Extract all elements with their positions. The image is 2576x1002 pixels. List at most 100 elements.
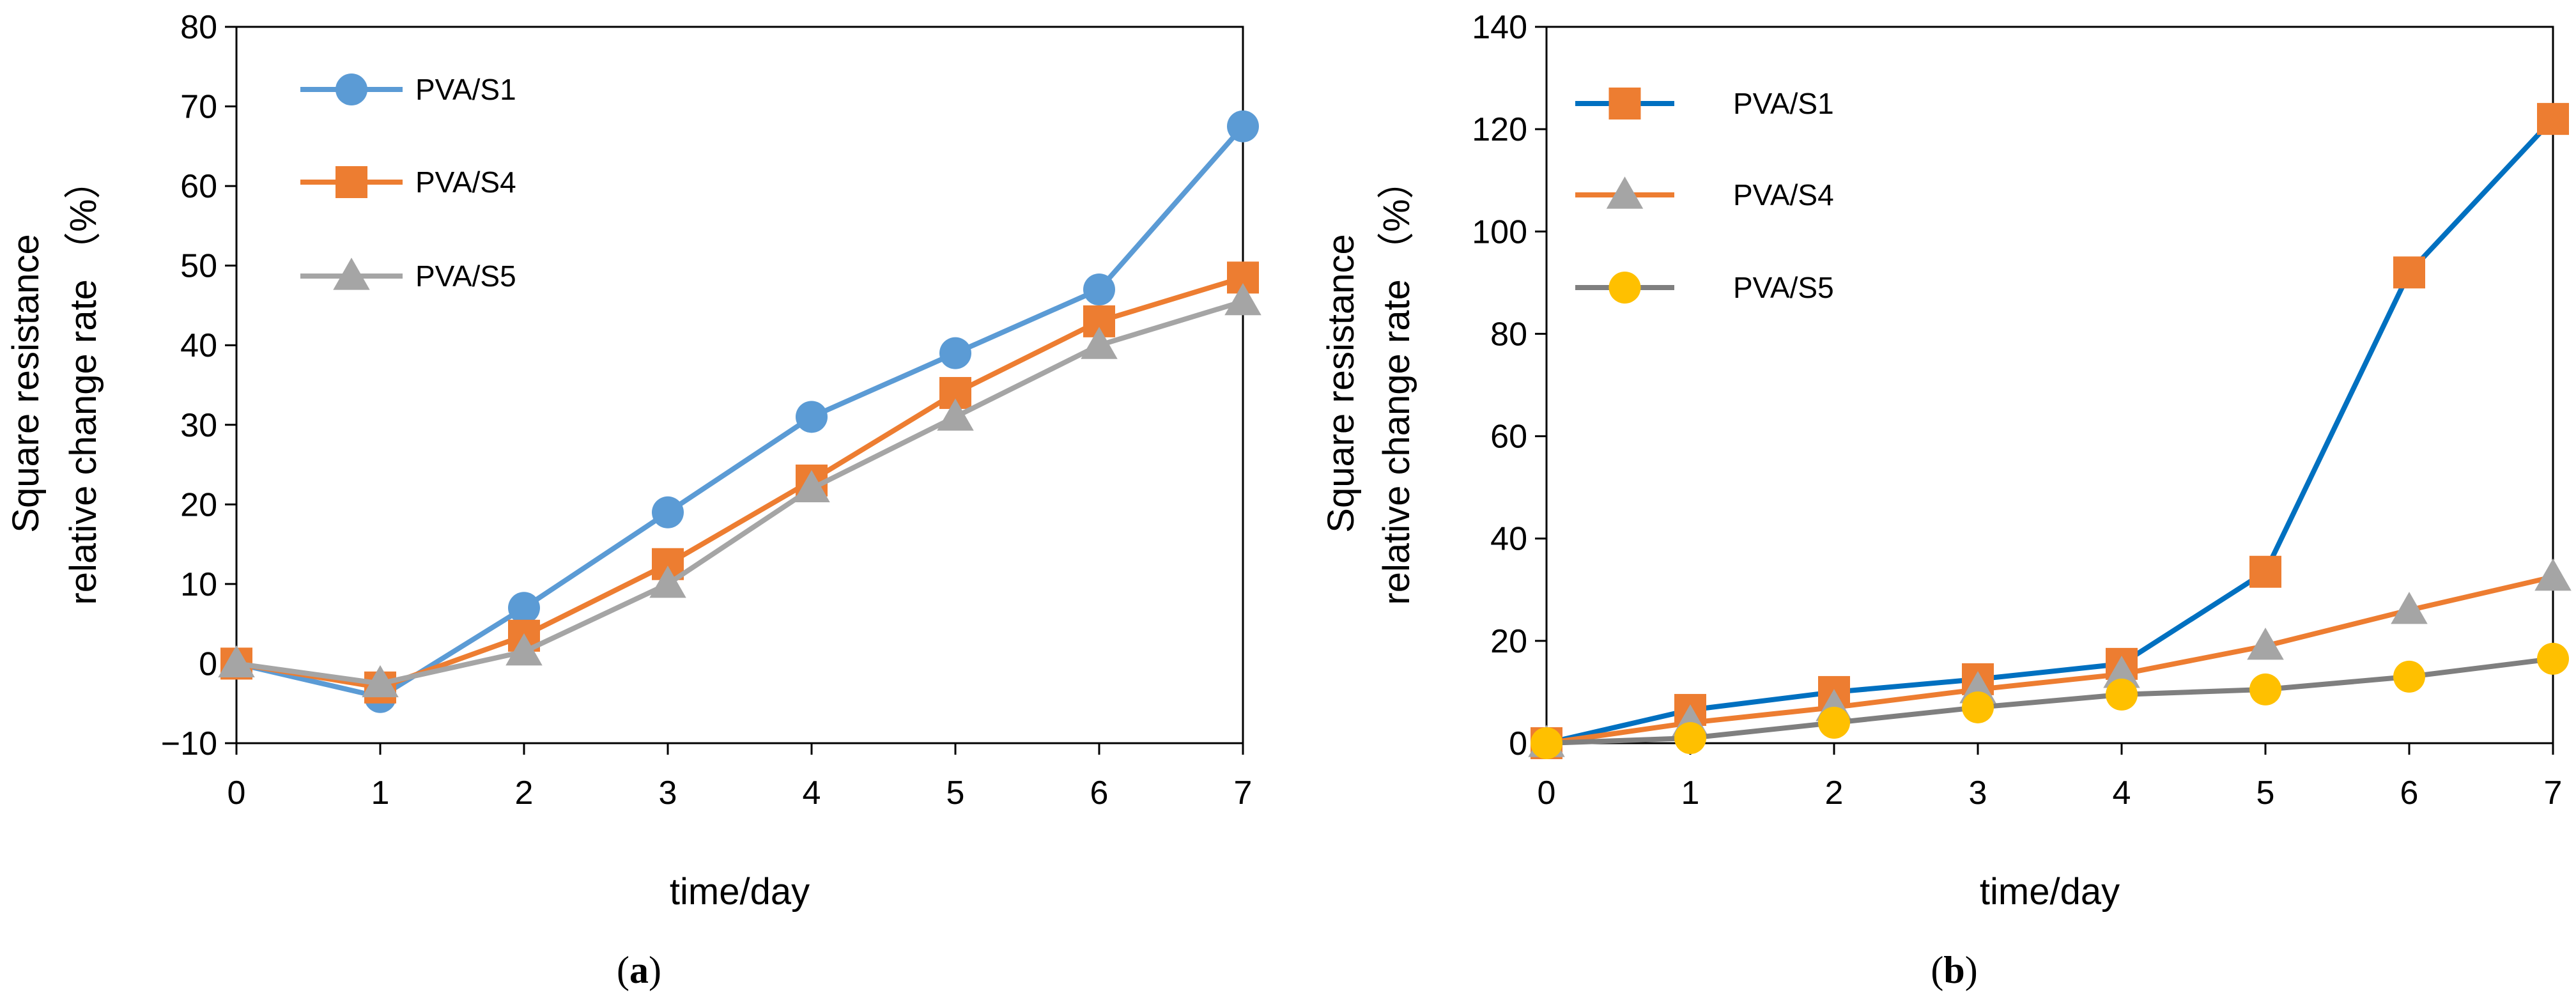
legend-label: PVA/S5 (415, 259, 516, 293)
series-line (1546, 656, 2554, 746)
y-tick-label: 30 (180, 407, 217, 444)
y-tick-label: 40 (180, 327, 217, 364)
series-line (1546, 574, 2554, 746)
data-point (793, 470, 830, 502)
y-tick-label: 140 (1472, 9, 1527, 46)
y-tick-label: 20 (180, 486, 217, 523)
data-point (1674, 721, 1706, 754)
legend-label: PVA/S5 (1733, 271, 1834, 304)
legend-entry: PVA/S4 (1575, 176, 1834, 212)
y-tick-label: 100 (1472, 213, 1527, 250)
x-tick-label: 3 (1969, 775, 1987, 812)
y-tick-label: 50 (180, 248, 217, 285)
chart-panel-a: −10 0 10 20 30 40 50 60 70 80 0 1 2 3 4 5 6 7 time/day Squa… (5, 9, 1261, 991)
data-point (2393, 256, 2425, 289)
x-tick-label: 3 (659, 775, 677, 812)
legend-marker (333, 258, 370, 290)
data-point (1227, 110, 1259, 143)
plot-frame (235, 26, 1244, 744)
data-point (362, 665, 399, 698)
data-point (2534, 559, 2572, 591)
panel-caption: (a) (617, 949, 661, 991)
data-point (1083, 274, 1115, 306)
legend-entry: PVA/S4 (300, 166, 516, 199)
legend-marker (335, 166, 367, 198)
y-axis-title-line2: relative change rate （%） (63, 162, 104, 605)
y-tick-label: 60 (1490, 419, 1527, 456)
y-tick-label: 80 (180, 9, 217, 46)
data-point (796, 401, 828, 433)
legend-entry: PVA/S1 (300, 73, 516, 106)
data-point (939, 337, 971, 369)
data-point (508, 592, 540, 624)
y-axis-title-line2: relative change rate （%） (1376, 162, 1417, 605)
legend-marker (335, 73, 367, 105)
data-point (1081, 327, 1118, 359)
y-tick-label: 0 (199, 645, 217, 682)
series-pva-s1 (1531, 103, 2569, 759)
x-tick-label: 0 (1538, 775, 1556, 812)
x-tick-label: 4 (2113, 775, 2131, 812)
y-tick-label: 120 (1472, 111, 1527, 148)
y-tick-label: 80 (1490, 316, 1527, 353)
data-point (2103, 656, 2140, 688)
legend-label: PVA/S4 (415, 166, 516, 199)
series-pva-s4 (220, 261, 1259, 704)
series-pva-s5 (1531, 642, 2569, 759)
data-point (937, 398, 974, 431)
x-tick-label: 0 (228, 775, 246, 812)
x-tick-label: 5 (2256, 775, 2275, 812)
data-point (2106, 678, 2138, 711)
data-point (218, 645, 255, 678)
x-tick-label: 5 (946, 775, 965, 812)
data-point (652, 496, 684, 528)
x-tick-label: 6 (1090, 775, 1109, 812)
series-line (236, 298, 1244, 686)
y-tick-label: 20 (1490, 623, 1527, 660)
data-point (2537, 103, 2569, 135)
y-axis-title-line1: Square resistance (5, 234, 47, 532)
x-tick-label: 6 (2400, 775, 2419, 812)
legend-entry: PVA/S1 (1575, 87, 1834, 120)
x-tick-label: 2 (515, 775, 534, 812)
data-point (2247, 628, 2284, 660)
chart-panel-b: 0 20 40 60 80 100 120 140 0 1 2 3 4 5 6 7 time/day Square… (1320, 9, 2572, 991)
legend-marker (1608, 272, 1641, 304)
panel-caption: (b) (1931, 949, 1977, 991)
legend-marker (1606, 176, 1644, 209)
series-line (236, 275, 1244, 690)
data-point (2391, 592, 2428, 624)
x-axis-title: time/day (670, 871, 810, 913)
data-point (1224, 282, 1261, 316)
legend-label: PVA/S4 (1733, 178, 1834, 212)
series-pva-s1 (220, 110, 1259, 713)
legend-label: PVA/S1 (1733, 87, 1834, 120)
y-tick-label: −10 (161, 725, 217, 762)
x-tick-label: 4 (803, 775, 821, 812)
x-tick-label: 2 (1825, 775, 1844, 812)
data-point (2249, 673, 2281, 705)
y-tick-label: 40 (1490, 521, 1527, 558)
x-tick-label: 1 (1681, 775, 1700, 812)
series-pva-s5 (218, 282, 1261, 698)
series-line (1546, 117, 2555, 746)
legend-entry: PVA/S5 (1575, 271, 1834, 304)
y-tick-label: 10 (180, 566, 217, 603)
data-point (1531, 727, 1562, 759)
y-tick-label: 60 (180, 168, 217, 205)
legend-marker (1608, 88, 1641, 119)
y-axis-title-line1: Square resistance (1320, 234, 1362, 532)
plot-frame (1545, 26, 2554, 744)
data-point (1962, 691, 1994, 723)
y-tick-label: 0 (1509, 725, 1527, 762)
x-tick-label: 7 (2544, 775, 2563, 812)
legend-label: PVA/S1 (415, 73, 516, 106)
data-point (505, 633, 543, 666)
data-point (2537, 642, 2569, 675)
series-line (236, 125, 1246, 700)
data-point (2249, 555, 2281, 588)
data-point (2393, 660, 2425, 693)
data-point (1818, 706, 1850, 739)
x-axis-title: time/day (1980, 871, 2120, 913)
